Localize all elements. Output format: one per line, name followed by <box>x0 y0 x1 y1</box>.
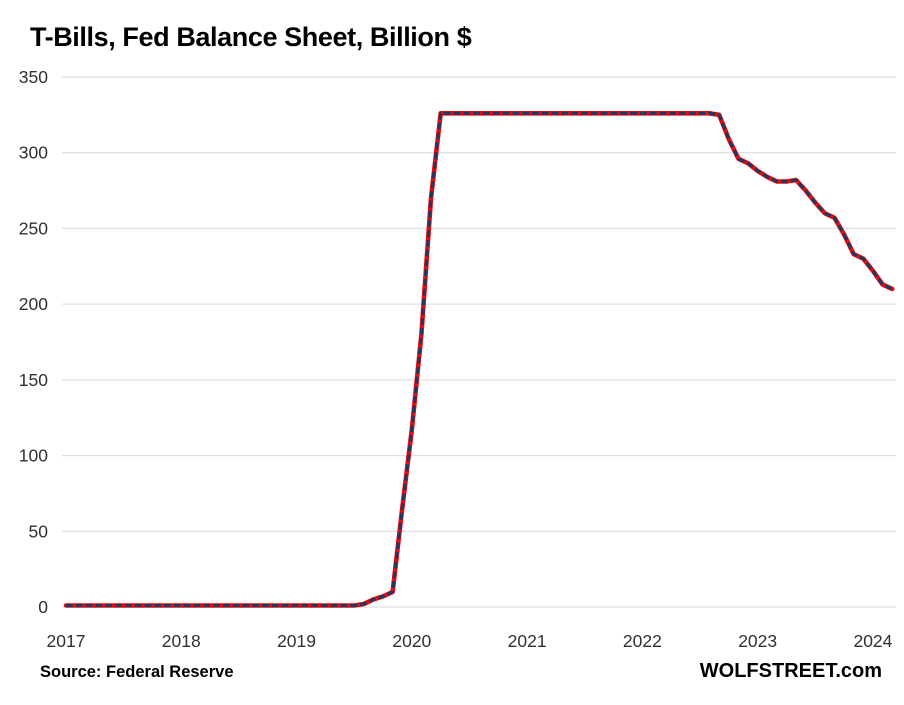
x-tick-label: 2018 <box>162 631 201 651</box>
y-tick-label: 350 <box>19 67 48 87</box>
x-tick-label: 2017 <box>47 631 86 651</box>
x-tick-label: 2021 <box>508 631 547 651</box>
x-tick-label: 2020 <box>392 631 431 651</box>
tbills-line-markers <box>66 111 893 608</box>
series-layer <box>63 111 895 608</box>
chart-title: T-Bills, Fed Balance Sheet, Billion $ <box>30 22 472 52</box>
y-tick-label: 200 <box>19 294 48 314</box>
x-tick-label: 2022 <box>623 631 662 651</box>
y-tick-label: 150 <box>19 370 48 390</box>
x-tick-label: 2019 <box>277 631 316 651</box>
y-tick-label: 250 <box>19 218 48 238</box>
x-tick-label: 2023 <box>738 631 777 651</box>
x-axis-tick-labels: 2017 2018 2019 2020 2021 2022 2023 2024 <box>47 631 893 651</box>
y-tick-label: 300 <box>19 143 48 163</box>
x-tick-label: 2024 <box>853 631 892 651</box>
wolfstreet-watermark: WOLFSTREET.com <box>699 660 882 682</box>
y-axis-tick-labels: 0 50 100 150 200 250 300 350 <box>19 67 48 617</box>
y-tick-label: 100 <box>19 446 48 466</box>
source-note: Source: Federal Reserve <box>40 663 234 681</box>
y-tick-label: 50 <box>29 521 49 541</box>
y-tick-label: 0 <box>38 597 48 617</box>
gridlines-layer <box>62 76 896 608</box>
